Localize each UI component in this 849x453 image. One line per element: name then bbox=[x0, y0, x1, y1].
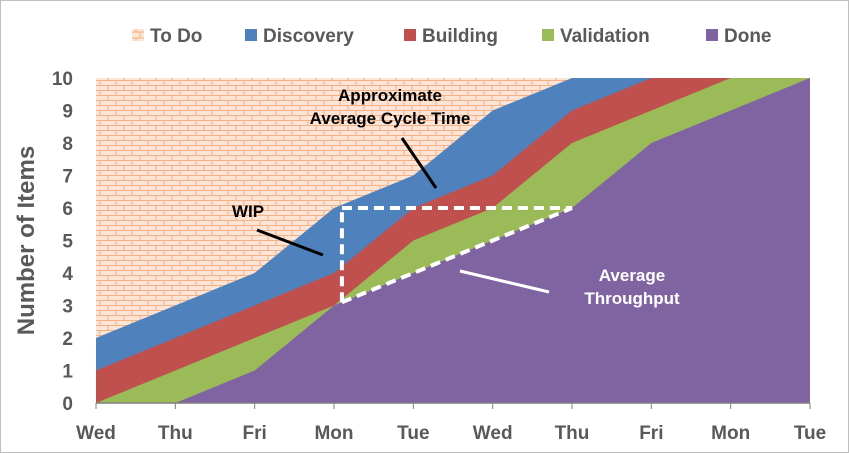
annotation-wip: WIP bbox=[232, 202, 264, 221]
legend-swatch-building bbox=[404, 29, 416, 41]
plot-area bbox=[96, 78, 810, 403]
x-tick-label: Fri bbox=[639, 423, 663, 444]
x-tick-label: Thu bbox=[158, 423, 193, 444]
annotation-cycle-time-line2: Average Cycle Time bbox=[310, 109, 471, 128]
legend-swatch-discovery bbox=[245, 29, 257, 41]
y-tick-label: 7 bbox=[62, 167, 73, 188]
y-tick-label: 8 bbox=[62, 134, 73, 155]
annotation-cycle-time-line1: Approximate bbox=[338, 86, 442, 105]
y-tick-label: 6 bbox=[62, 199, 73, 220]
annotation-cycle-time-pointer bbox=[400, 137, 438, 189]
annotation-throughput-pointer bbox=[459, 269, 550, 294]
y-tick-label: 10 bbox=[52, 69, 73, 90]
legend-label-validation: Validation bbox=[560, 26, 650, 47]
area-done bbox=[96, 78, 810, 403]
x-tick-label: Wed bbox=[76, 423, 116, 444]
y-axis-title: Number of Items bbox=[13, 146, 40, 335]
annotation-throughput-line2: Throughput bbox=[584, 289, 680, 308]
throughput-line bbox=[341, 206, 573, 305]
axes: Wed Thu Fri Mon Tue Wed Thu Fri Mon Tue 0 1 2 3 4 5 6 7 8 9… bbox=[13, 69, 826, 444]
x-tick-label: Thu bbox=[555, 423, 590, 444]
legend-swatch-done bbox=[706, 29, 718, 41]
legend: To Do Discovery Building Validation Done bbox=[132, 26, 772, 47]
annotation-wip-pointer bbox=[256, 228, 324, 257]
x-tick-label: Mon bbox=[314, 423, 353, 444]
legend-label-discovery: Discovery bbox=[263, 26, 354, 47]
x-tick-label: Wed bbox=[473, 423, 513, 444]
legend-swatch-pattern bbox=[132, 29, 144, 41]
x-tick-label: Tue bbox=[794, 423, 826, 444]
y-tick-label: 2 bbox=[62, 329, 73, 350]
y-tick-label: 9 bbox=[62, 102, 73, 123]
x-tick-label: Mon bbox=[711, 423, 750, 444]
legend-label-to-do: To Do bbox=[150, 26, 202, 47]
y-tick-label: 1 bbox=[62, 362, 73, 383]
legend-swatch-validation bbox=[542, 29, 554, 41]
legend-label-building: Building bbox=[422, 26, 498, 47]
y-tick-label: 0 bbox=[62, 394, 73, 415]
y-tick-label: 4 bbox=[62, 264, 73, 285]
annotations: Approximate Average Cycle Time WIP Average T… bbox=[232, 86, 680, 308]
legend-label-done: Done bbox=[724, 26, 772, 47]
x-tick-label: Tue bbox=[397, 423, 429, 444]
annotation-throughput-line1: Average bbox=[599, 266, 665, 285]
y-tick-label: 3 bbox=[62, 297, 73, 318]
x-tick-label: Fri bbox=[243, 423, 267, 444]
y-tick-label: 5 bbox=[62, 232, 73, 253]
overlay-lines bbox=[339, 206, 573, 305]
legend-swatch-to-do bbox=[132, 29, 144, 41]
